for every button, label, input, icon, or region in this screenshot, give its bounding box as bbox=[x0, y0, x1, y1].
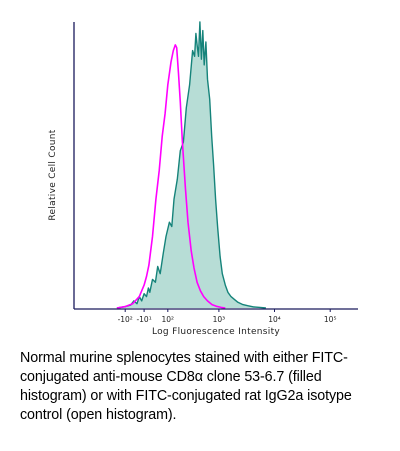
x-tick-label: 10⁵ bbox=[324, 315, 337, 324]
x-tick-label: 10⁴ bbox=[268, 315, 281, 324]
figure-caption: Normal murine splenocytes stained with e… bbox=[20, 350, 352, 423]
y-axis-label: Relative Cell Count bbox=[48, 129, 58, 220]
filled-histogram-outline bbox=[116, 21, 266, 309]
plot-area bbox=[116, 21, 266, 309]
histogram-figure: -10² -10¹ 10² 10³ 10⁴ 10⁵ Log Fluorescence In… bbox=[48, 21, 358, 337]
x-tick-label: 10² bbox=[162, 315, 175, 324]
open-histogram-line bbox=[116, 44, 226, 309]
x-tick-label: 10³ bbox=[213, 315, 226, 324]
x-axis-label: Log Fluorescence Intensity bbox=[152, 327, 280, 337]
x-tick-label: -10² bbox=[118, 315, 133, 324]
filled-histogram-area bbox=[116, 22, 266, 308]
histogram-chart: -10² -10¹ 10² 10³ 10⁴ 10⁵ Log Fluorescence In… bbox=[48, 21, 358, 337]
x-tick-label: -10¹ bbox=[136, 315, 151, 324]
x-axis-ticks: -10² -10¹ 10² 10³ 10⁴ 10⁵ bbox=[118, 309, 337, 324]
